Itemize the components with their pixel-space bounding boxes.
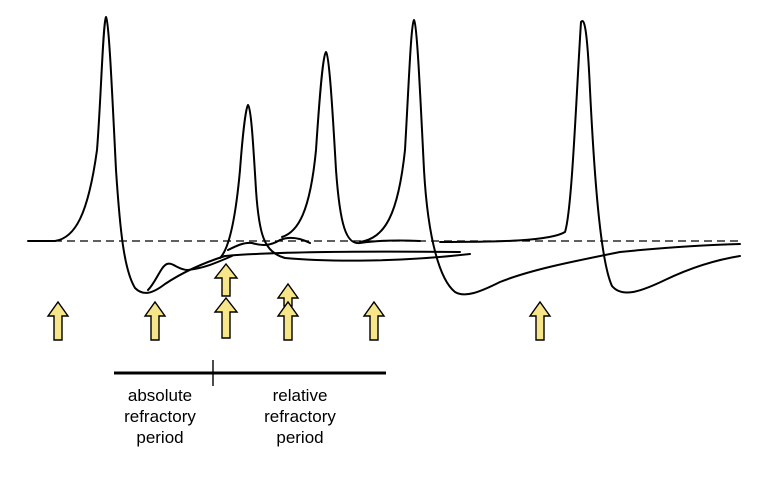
absolute-label-line-2: refractory: [124, 407, 196, 426]
stimulus-arrow-5: [362, 300, 386, 341]
absolute-label-line-3: period: [136, 428, 184, 447]
action-potential-trace-3: [281, 51, 421, 245]
action-potential-trace-5: [439, 20, 741, 294]
action-potential-trace-2: [219, 104, 471, 262]
stimulus-arrow-2: [143, 300, 167, 341]
stimulus-arrow-3b: [213, 296, 239, 339]
relative-label-line-3: period: [276, 428, 324, 447]
action-potential-trace-4: [359, 19, 621, 296]
relative-refractory-period-label: relative refractory period: [245, 385, 355, 448]
stimulus-arrow-4a: [276, 282, 300, 307]
stimulus-arrow-3a: [213, 262, 239, 297]
stimulus-arrow-6: [528, 300, 552, 341]
subthreshold-response-trace: [147, 255, 233, 291]
stimulus-arrow-4b: [276, 300, 300, 341]
stimulus-arrows: [46, 262, 552, 341]
recovery-tail-trace: [619, 243, 741, 253]
relative-label-line-2: refractory: [264, 407, 336, 426]
absolute-refractory-period-label: absolute refractory period: [110, 385, 210, 448]
absolute-label-line-1: absolute: [127, 386, 193, 405]
subthreshold-bump-trace: [227, 236, 311, 251]
stimulus-arrow-1: [46, 300, 70, 341]
action-potential-trace-1: [27, 16, 461, 294]
relative-label-line-1: relative: [272, 386, 328, 405]
